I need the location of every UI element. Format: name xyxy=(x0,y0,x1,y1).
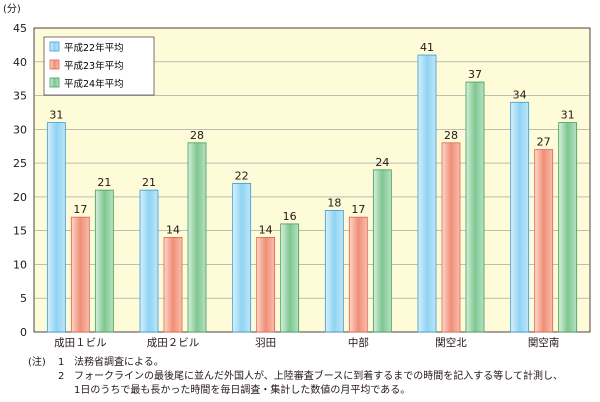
data-label: 22 xyxy=(235,169,249,182)
y-tick-label: 40 xyxy=(13,56,27,69)
legend-label-2: 平成23年平均 xyxy=(64,60,124,72)
y-tick-label: 5 xyxy=(20,292,27,305)
bar-3 xyxy=(558,122,578,333)
notes: (注) 1 法務省調査による。 2 フォークラインの最後尾に並んだ外国人が、上陸… xyxy=(28,356,563,398)
bar-2 xyxy=(70,216,90,333)
y-tick-label: 10 xyxy=(13,258,27,271)
bar-3 xyxy=(94,189,114,333)
legend-swatch-3 xyxy=(49,77,60,88)
legend-swatch-1 xyxy=(49,41,60,52)
note-number: 1 xyxy=(58,357,65,368)
data-label: 16 xyxy=(283,210,297,223)
data-label: 31 xyxy=(49,109,63,122)
note-head: (注) xyxy=(28,357,46,368)
data-label: 17 xyxy=(73,203,87,216)
data-label: 37 xyxy=(468,68,482,81)
bar-2 xyxy=(534,149,554,333)
data-label: 28 xyxy=(190,129,204,142)
x-tick-label: 成田１ビル xyxy=(54,337,107,349)
x-tick-label: 成田２ビル xyxy=(147,337,200,349)
legend-label-1: 平成22年平均 xyxy=(64,42,124,54)
x-tick-label: 関空北 xyxy=(435,336,467,349)
bar-3 xyxy=(465,81,485,333)
note-2: 2 フォークラインの最後尾に並んだ外国人が、上陸審査ブースに到着するまでの時間を… xyxy=(28,370,563,384)
y-tick-label: 30 xyxy=(13,123,27,136)
note-1: (注) 1 法務省調査による。 xyxy=(28,356,563,370)
legend-swatch-2 xyxy=(49,59,60,70)
y-tick-label: 0 xyxy=(20,326,27,339)
bar-2 xyxy=(163,237,183,333)
bar-2 xyxy=(256,237,276,333)
legend-box xyxy=(43,36,155,96)
bar-2 xyxy=(348,216,368,333)
unit-label: (分) xyxy=(3,3,21,15)
bar-1 xyxy=(139,189,159,333)
bar-3 xyxy=(280,223,300,333)
bar-2 xyxy=(441,142,461,333)
bar-1 xyxy=(324,209,344,333)
data-label: 28 xyxy=(444,129,458,142)
data-label: 17 xyxy=(351,203,365,216)
bar-3 xyxy=(372,169,392,333)
bar-1 xyxy=(417,54,437,333)
data-label: 14 xyxy=(166,223,180,236)
data-label: 41 xyxy=(420,41,434,54)
note-text: フォークラインの最後尾に並んだ外国人が、上陸審査ブースに到着するまでの時間を記入… xyxy=(74,371,563,382)
data-label: 21 xyxy=(97,176,111,189)
bar-1 xyxy=(510,101,530,333)
bar-chart: 31 17 21 21 14 28 22 14 16 18 17 24 41 28 37 34 27 31 0 5 1… xyxy=(3,3,591,349)
data-label: 14 xyxy=(259,223,273,236)
y-tick-label: 20 xyxy=(13,191,27,204)
data-label: 21 xyxy=(142,176,156,189)
bar-1 xyxy=(46,122,66,333)
legend: 平成22年平均 平成23年平均 平成24年平均 xyxy=(43,36,155,96)
y-tick-label: 45 xyxy=(13,22,27,35)
data-label: 31 xyxy=(561,109,575,122)
x-tick-label: 中部 xyxy=(348,336,369,349)
note-2-continuation: 1日のうちで最も長かった時間を毎日調査・集計した数値の月平均である。 xyxy=(74,385,411,396)
data-label: 34 xyxy=(513,88,527,101)
data-label: 24 xyxy=(375,156,389,169)
bar-1 xyxy=(232,182,252,333)
data-label: 27 xyxy=(537,136,551,149)
legend-label-3: 平成24年平均 xyxy=(64,78,124,90)
x-tick-label: 羽田 xyxy=(255,337,276,349)
note-text: 法務省調査による。 xyxy=(74,357,164,368)
y-tick-label: 25 xyxy=(13,157,27,170)
bar-3 xyxy=(187,142,207,333)
data-label: 18 xyxy=(327,196,341,209)
note-number: 2 xyxy=(58,371,65,382)
x-tick-label: 関空南 xyxy=(528,336,560,349)
y-tick-label: 15 xyxy=(13,225,27,238)
y-tick-label: 35 xyxy=(13,90,27,103)
